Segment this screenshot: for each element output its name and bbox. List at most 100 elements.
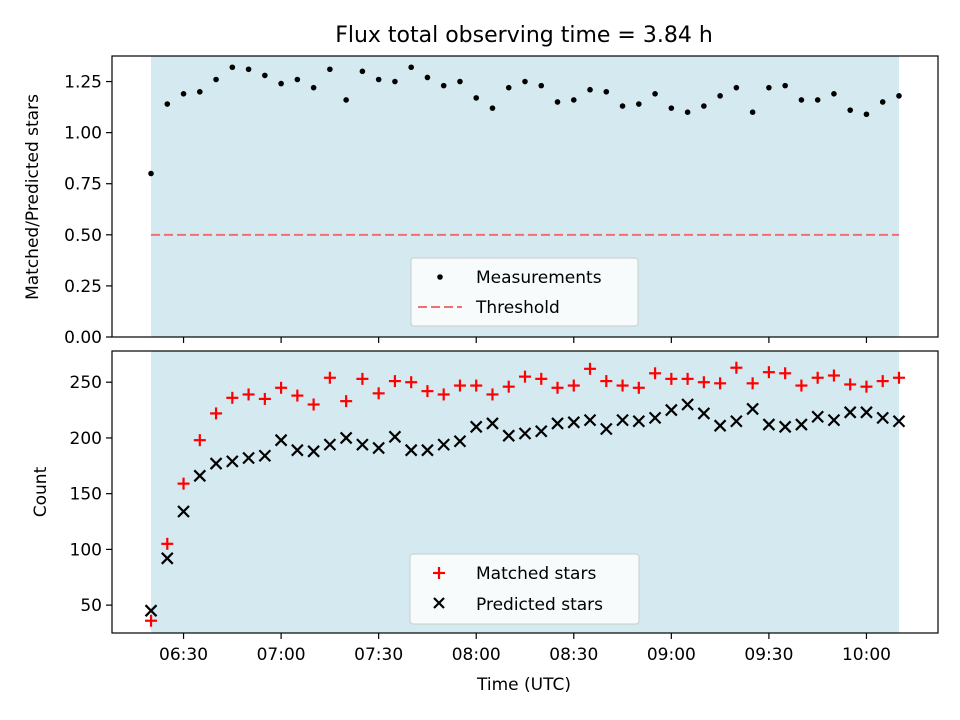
predicted-star-point xyxy=(730,414,743,428)
matched-star-point xyxy=(145,614,158,627)
matched-star-point xyxy=(616,379,629,392)
bottom-y-tick-label: 50 xyxy=(80,596,102,616)
bottom-y-axis: 50 100 150 200 250 xyxy=(70,373,112,616)
predicted-star-point xyxy=(242,451,255,465)
measurement-point xyxy=(766,84,772,91)
matched-star-point xyxy=(665,372,678,385)
measurement-point xyxy=(652,91,658,97)
matched-star-point xyxy=(421,385,434,398)
predicted-star-point xyxy=(876,411,889,425)
predicted-star-point xyxy=(453,435,467,448)
matched-star-point xyxy=(649,367,662,380)
measurement-point xyxy=(538,82,545,89)
matched-star-point xyxy=(486,388,499,401)
legend-predicted-label: Predicted stars xyxy=(476,595,603,615)
top-y-tick-label: 1.00 xyxy=(64,124,102,144)
top-legend: Measurements Threshold xyxy=(410,257,639,327)
top-y-tick-label: 0.25 xyxy=(64,277,102,297)
measurement-point xyxy=(896,93,902,99)
matched-star-point xyxy=(470,379,483,392)
measurement-point xyxy=(717,93,723,99)
bottom-legend-box xyxy=(409,553,640,625)
bottom-x-axis: 06:30 07:00 07:30 08:00 08:30 09:00 09:30 10:00 xyxy=(159,633,891,665)
matched-star-point xyxy=(405,376,418,389)
predicted-star-point xyxy=(632,414,646,428)
measurement-point xyxy=(636,101,642,107)
predicted-star-point xyxy=(583,413,597,427)
measurement-point xyxy=(440,82,447,89)
predicted-star-point xyxy=(892,414,906,428)
matched-star-point xyxy=(210,407,223,420)
matched-star-point xyxy=(161,537,174,550)
predicted-star-point xyxy=(762,418,776,431)
measurement-point xyxy=(619,103,626,109)
legend-matched-marker xyxy=(433,567,445,579)
predicted-star-point xyxy=(437,438,450,451)
x-tick-label: 06:30 xyxy=(159,645,208,665)
predicted-star-point xyxy=(697,407,711,420)
matched-star-point xyxy=(453,379,466,392)
legend-predicted-marker xyxy=(433,597,445,609)
predicted-star-point xyxy=(843,406,857,419)
predicted-star-point xyxy=(339,431,353,445)
top-y-tick-label: 0.50 xyxy=(64,226,102,246)
matched-star-point xyxy=(372,387,385,400)
bottom-data-marks xyxy=(144,361,906,627)
measurement-point xyxy=(814,97,821,103)
measurement-point xyxy=(457,78,463,85)
matched-star-point xyxy=(535,372,548,385)
legend-matched-label: Matched stars xyxy=(476,564,596,584)
matched-star-point xyxy=(632,381,645,394)
predicted-star-point xyxy=(144,604,158,617)
bottom-y-tick-label: 100 xyxy=(70,540,102,560)
matched-star-point xyxy=(584,362,597,375)
measurement-point xyxy=(668,105,675,111)
predicted-star-point xyxy=(421,443,434,457)
predicted-star-point xyxy=(404,443,418,457)
bottom-y-axis-label: Count xyxy=(31,466,51,517)
measurement-point xyxy=(294,76,301,83)
measurement-point xyxy=(473,95,480,101)
x-tick-label: 08:30 xyxy=(549,645,598,665)
predicted-star-point xyxy=(258,449,272,463)
predicted-star-point xyxy=(291,443,304,457)
predicted-star-point xyxy=(193,469,207,483)
predicted-star-point xyxy=(518,427,532,440)
measurement-point xyxy=(733,84,740,91)
predicted-star-point xyxy=(665,403,678,417)
top-legend-box xyxy=(410,257,639,327)
matched-star-point xyxy=(811,371,824,384)
matched-star-point xyxy=(746,377,759,390)
measurement-point xyxy=(327,66,333,73)
predicted-star-point xyxy=(486,417,499,430)
measurement-point xyxy=(408,64,414,71)
predicted-star-point xyxy=(209,457,223,470)
predicted-star-point xyxy=(600,422,613,436)
predicted-star-point xyxy=(226,455,239,468)
predicted-star-point xyxy=(372,441,385,455)
x-axis-label: Time (UTC) xyxy=(476,675,571,695)
matched-star-point xyxy=(193,434,206,447)
predicted-star-point xyxy=(161,552,174,565)
measurement-point xyxy=(148,170,154,177)
top-y-tick-label: 1.25 xyxy=(64,73,102,93)
matched-star-point xyxy=(795,379,808,392)
predicted-star-point xyxy=(616,413,629,427)
x-tick-label: 10:00 xyxy=(842,645,891,665)
measurement-point xyxy=(863,111,870,118)
predicted-star-point xyxy=(307,445,320,458)
matched-star-point xyxy=(307,398,320,411)
measurement-point xyxy=(554,99,561,105)
predicted-star-point xyxy=(778,420,792,434)
top-x-ticks xyxy=(182,337,868,343)
matched-star-point xyxy=(762,366,775,379)
matched-star-point xyxy=(600,375,613,388)
matched-star-point xyxy=(519,370,531,383)
x-tick-label: 09:30 xyxy=(744,645,793,665)
predicted-star-point xyxy=(811,410,824,424)
measurement-point xyxy=(522,78,528,85)
predicted-star-point xyxy=(323,438,337,451)
measurement-point xyxy=(847,107,853,113)
x-tick-label: 09:00 xyxy=(647,645,696,665)
